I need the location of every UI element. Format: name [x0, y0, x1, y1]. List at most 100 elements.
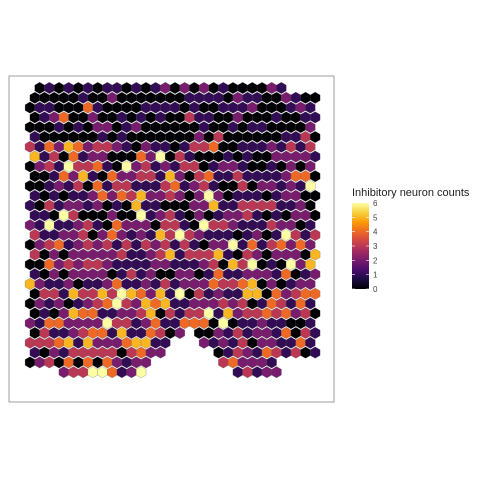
hex-spot — [247, 357, 257, 368]
hex-spot — [267, 122, 277, 133]
hex-spot — [257, 318, 267, 329]
hex-spot — [218, 161, 228, 172]
hex-spot — [286, 102, 296, 113]
hex-spot — [180, 161, 190, 172]
hex-spot — [131, 180, 141, 191]
hex-spot — [175, 210, 185, 221]
hex-spot — [194, 92, 204, 103]
hex-spot — [146, 308, 156, 319]
hex-spot — [252, 367, 262, 378]
hex-spot — [175, 171, 185, 182]
hex-spot — [64, 220, 74, 231]
hex-spot — [262, 151, 272, 162]
hex-spot — [262, 269, 272, 280]
hex-spot — [73, 318, 83, 329]
hex-spot — [301, 327, 311, 338]
hex-spot — [88, 288, 98, 299]
hex-spot — [247, 102, 257, 113]
hex-spot — [30, 171, 40, 182]
hex-spot — [141, 318, 151, 329]
hex-spot — [281, 171, 291, 182]
hex-spot — [257, 298, 267, 309]
hex-spot — [291, 112, 301, 123]
hex-spot — [156, 92, 166, 103]
hex-spot — [189, 122, 199, 133]
hex-spot — [151, 200, 161, 211]
hex-spot — [117, 288, 127, 299]
hex-spot — [185, 249, 195, 260]
hex-spot — [189, 278, 199, 289]
hex-spot — [127, 308, 137, 319]
hex-spot — [199, 278, 209, 289]
hex-spot — [286, 220, 296, 231]
hex-spot — [252, 269, 262, 280]
hex-spot — [64, 161, 74, 172]
hex-spot — [160, 298, 170, 309]
hex-spot — [310, 327, 320, 338]
hex-spot — [209, 122, 219, 133]
hex-spot — [73, 200, 83, 211]
hex-spot — [286, 278, 296, 289]
hex-spot — [272, 112, 282, 123]
hex-spot — [49, 249, 59, 260]
hex-spot — [223, 288, 233, 299]
hex-spot — [310, 308, 320, 319]
hex-spot — [107, 210, 117, 221]
legend-tick-label: 3 — [373, 242, 378, 251]
hex-spot — [204, 92, 214, 103]
hex-spot — [69, 269, 79, 280]
hex-spot — [243, 229, 253, 240]
hex-spot — [272, 210, 282, 221]
hex-spot — [286, 141, 296, 152]
hex-spot — [247, 337, 257, 348]
hex-spot — [170, 161, 180, 172]
hex-spot — [117, 269, 127, 280]
hex-spot — [98, 112, 108, 123]
hex-spot — [136, 190, 146, 201]
hex-spot — [291, 327, 301, 338]
hex-spot — [276, 220, 286, 231]
hex-spot — [262, 92, 272, 103]
hex-spot — [257, 239, 267, 250]
hex-spot — [180, 220, 190, 231]
hex-spot — [102, 220, 112, 231]
hex-spot — [54, 180, 64, 191]
hex-spot — [93, 102, 103, 113]
hex-spot — [194, 308, 204, 319]
hex-spot — [170, 141, 180, 152]
hex-spot — [175, 131, 185, 142]
hex-spot — [160, 102, 170, 113]
hex-spot — [69, 229, 79, 240]
hex-spot — [233, 210, 243, 221]
hex-spot — [83, 102, 93, 113]
hex-spot — [136, 92, 146, 103]
hex-spot — [209, 200, 219, 211]
hex-spot — [151, 239, 161, 250]
hex-spot — [223, 229, 233, 240]
hex-spot — [267, 239, 277, 250]
hex-spot — [35, 298, 45, 309]
hex-spot — [141, 161, 151, 172]
hex-spot — [291, 210, 301, 221]
hex-spot — [54, 220, 64, 231]
hex-spot — [131, 337, 141, 348]
hex-spot — [107, 269, 117, 280]
hex-spot — [93, 122, 103, 133]
hex-spot — [209, 337, 219, 348]
hex-spot — [160, 200, 170, 211]
hex-spot — [141, 82, 151, 93]
hex-spot — [151, 161, 161, 172]
hex-spot — [107, 171, 117, 182]
legend: Inhibitory neuron counts 0123456 — [352, 187, 470, 294]
hex-spot — [44, 337, 54, 348]
hex-spot — [49, 190, 59, 201]
hex-spot — [73, 180, 83, 191]
hex-spot — [310, 112, 320, 123]
hex-spot — [54, 82, 64, 93]
hex-spot — [40, 131, 50, 142]
hex-spot — [218, 180, 228, 191]
hex-spot — [170, 239, 180, 250]
hex-spot — [310, 151, 320, 162]
hex-spot — [252, 249, 262, 260]
hex-spot — [228, 239, 238, 250]
